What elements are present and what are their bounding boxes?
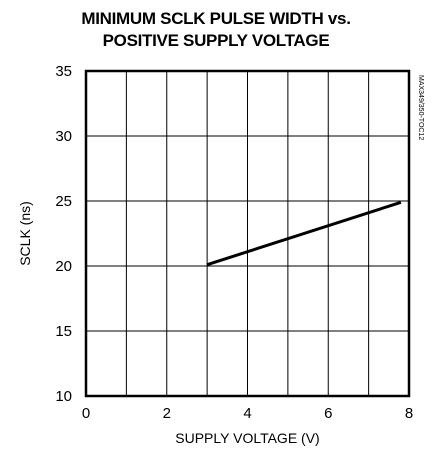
chart-title-line2: POSITIVE SUPPLY VOLTAGE (102, 31, 330, 50)
y-axis-label: SCLK (ns) (17, 201, 33, 266)
x-axis-label: SUPPLY VOLTAGE (V) (175, 430, 319, 446)
x-tick-label: 4 (243, 405, 251, 422)
x-tick-label: 0 (82, 405, 90, 422)
y-tick-label: 10 (55, 388, 72, 405)
x-tick-labels: 0 2 4 6 8 (82, 405, 413, 422)
y-tick-label: 20 (55, 258, 72, 275)
y-tick-label: 30 (55, 128, 72, 145)
x-tick-label: 8 (405, 405, 413, 422)
chart-title: MINIMUM SCLK PULSE WIDTH vs. POSITIVE SU… (0, 8, 432, 52)
y-tick-label: 25 (55, 193, 72, 210)
x-tick-label: 6 (324, 405, 332, 422)
y-tick-labels: 10 15 20 25 30 35 (55, 63, 72, 405)
y-tick-label: 15 (55, 323, 72, 340)
y-tick-label: 35 (55, 63, 72, 80)
figure-code: MAX349/350-TOC12 (417, 75, 424, 140)
data-series (206, 200, 402, 267)
series-line (206, 200, 402, 267)
grid-lines (86, 71, 409, 396)
plot-frame (84, 69, 411, 398)
chart-title-line1: MINIMUM SCLK PULSE WIDTH vs. (81, 9, 351, 28)
x-tick-label: 2 (163, 405, 171, 422)
